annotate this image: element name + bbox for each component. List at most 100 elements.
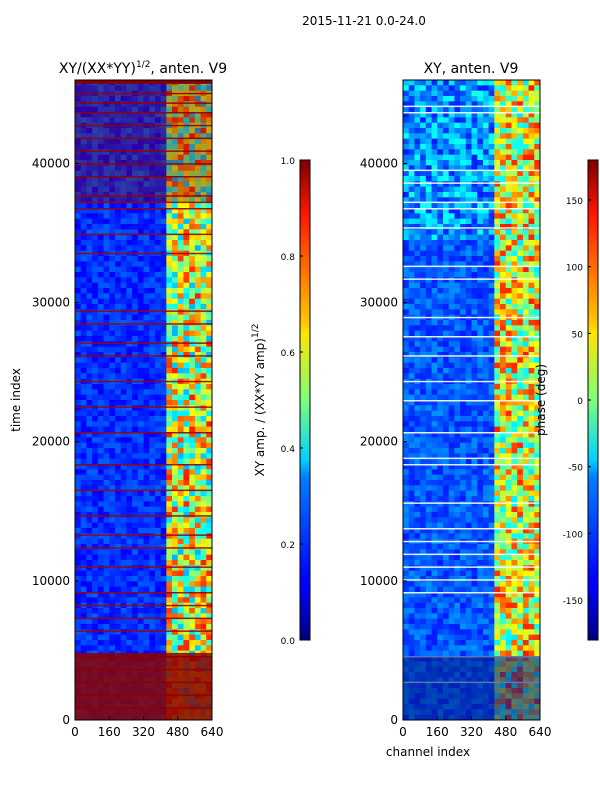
heatmap-cell [477,346,484,353]
heatmap-cell [460,234,467,241]
heatmap-cell [454,320,461,326]
heatmap-cell [511,256,518,262]
heatmap-cell [431,170,438,177]
heatmap-cell [200,144,207,150]
heatmap-cell [92,485,99,491]
heatmap-cell [505,501,512,507]
heatmap-cell [448,517,455,523]
heatmap-cell [189,352,196,358]
heatmap-cell [482,426,489,433]
heatmap-cell [511,138,518,145]
heatmap-cell [528,336,535,342]
heatmap-cell [166,357,173,363]
heatmap-cell [194,437,201,443]
heatmap-cell [482,85,489,91]
heatmap-cell [408,218,415,225]
heatmap-cell [120,128,127,134]
heatmap-cell [143,480,150,486]
heatmap-cell [114,208,121,214]
heatmap-cell [166,128,173,134]
heatmap-cell [80,117,87,123]
heatmap-cell [132,570,139,577]
heatmap-cell [460,474,467,481]
heatmap-cell [149,298,156,305]
heatmap-cell [160,368,167,374]
heatmap-cell [403,442,410,449]
heatmap-streak [75,566,212,568]
heatmap-cell [437,288,444,294]
heatmap-cell [437,181,444,187]
heatmap-cell [534,336,541,342]
heatmap-cell [471,144,478,150]
heatmap-cell [120,554,127,561]
heatmap-cell [522,368,529,374]
heatmap-cell [471,165,478,171]
heatmap-cell [442,325,449,331]
heatmap-cell [149,501,156,507]
heatmap-cell [143,592,150,598]
heatmap-cell [403,480,410,486]
heatmap-cell [194,501,201,507]
heatmap-cell [460,144,467,150]
heatmap-cell [505,240,512,246]
heatmap-cell [425,165,432,171]
heatmap-cell [477,218,484,225]
heatmap-cell [154,288,161,294]
heatmap-cell [477,512,484,518]
heatmap-cell [500,293,507,299]
heatmap-cell [109,554,116,561]
heatmap-cell [132,645,139,651]
heatmap-cell [437,112,444,118]
heatmap-cell [522,352,529,358]
heatmap-cell [482,149,489,155]
heatmap-cell [206,394,213,401]
heatmap-cell [154,325,161,331]
heatmap-cell [194,256,201,262]
heatmap-cell [97,133,104,139]
heatmap-cell [183,448,190,454]
heatmap-cell [177,368,184,374]
heatmap-cell [454,165,461,171]
heatmap-cell [114,432,121,438]
heatmap-cell [103,517,110,523]
heatmap-cell [143,586,150,593]
heatmap-cell [477,293,484,299]
heatmap-cell [425,218,432,225]
heatmap-cell [437,421,444,427]
heatmap-cell [137,128,144,134]
heatmap-cell [166,464,173,470]
heatmap-cell [80,218,87,225]
heatmap-cell [460,341,467,347]
heatmap-cell [477,453,484,459]
heatmap-cell [431,309,438,315]
heatmap-cell [166,506,173,513]
heatmap-cell [517,229,524,235]
heatmap-cell [206,522,213,529]
heatmap-cell [206,224,213,230]
heatmap-cell [408,160,415,166]
heatmap-cell [477,202,484,209]
heatmap-cell [437,362,444,369]
heatmap-cell [92,624,99,630]
heatmap-cell [488,192,495,198]
heatmap-streak [75,592,212,594]
heatmap-cell [103,106,110,113]
heatmap-cell [126,96,133,102]
heatmap-cell [206,314,213,321]
heatmap-cell [488,154,495,161]
heatmap-cell [448,341,455,347]
heatmap-cell [454,149,461,155]
heatmap-cell [448,448,455,454]
heatmap-cell [109,645,116,651]
heatmap-cell [505,357,512,363]
heatmap-cell [177,240,184,246]
heatmap-cell [471,474,478,481]
heatmap-cell [403,256,410,262]
heatmap-cell [103,138,110,145]
heatmap-cell [109,490,116,497]
heatmap-cell [460,85,467,91]
heatmap-cell [97,314,104,321]
heatmap-cell [477,522,484,529]
heatmap-cell [414,133,421,139]
heatmap-cell [166,629,173,635]
